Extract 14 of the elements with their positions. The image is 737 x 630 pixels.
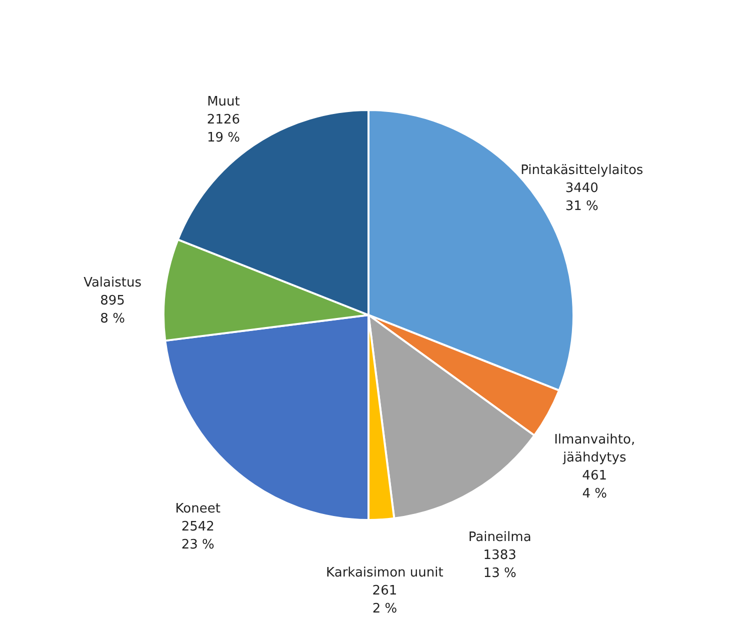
data-label: 1383 13 % (483, 548, 516, 582)
slice-label: Valaistus (84, 276, 142, 291)
slice-label: Karkaisimon uunit (326, 565, 444, 580)
data-label: 895 8 % (100, 294, 125, 327)
slice-label: Koneet (175, 502, 220, 517)
data-label: 261 2 % (372, 583, 398, 616)
slice-label: Paineilma (468, 530, 532, 546)
data-label: 3440 31 % (565, 180, 598, 214)
data-label: 2126 19 % (206, 112, 240, 146)
data-label: 2542 23 % (181, 520, 214, 553)
slice-label: Pintakäsittelylaitos (520, 162, 644, 178)
slice-label: Ilmanvaihto, jäähdytys (554, 432, 636, 466)
data-label: 461 4 % (582, 468, 607, 502)
slice-label: Muut (207, 94, 240, 110)
